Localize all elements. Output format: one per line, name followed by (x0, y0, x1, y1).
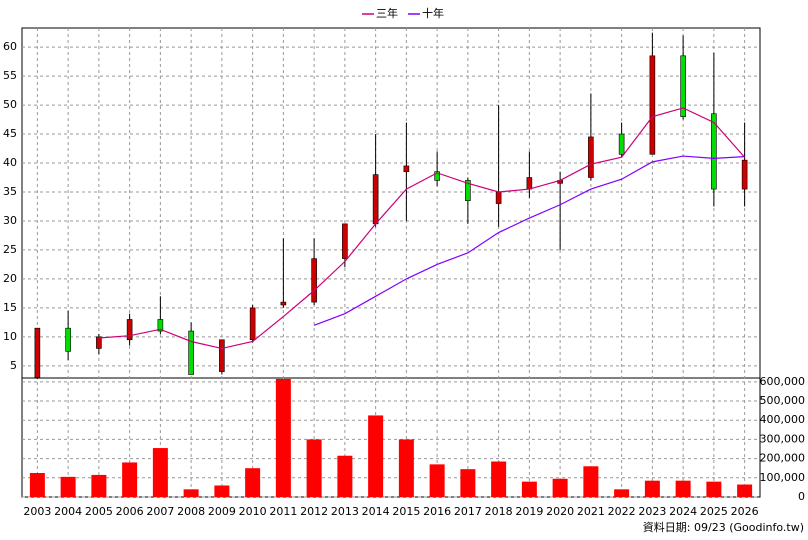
candle-body (311, 258, 317, 303)
x-tick-label: 2023 (638, 505, 666, 518)
x-tick-label: 2014 (362, 505, 390, 518)
candle-body (157, 319, 164, 332)
ma-line (98, 107, 746, 350)
volume-bar (368, 415, 384, 497)
x-tick-label: 2026 (731, 505, 759, 518)
candle-body (465, 180, 471, 201)
x-tick-label: 2016 (423, 505, 451, 518)
x-tick-label: 2017 (454, 505, 482, 518)
x-tick-label: 2024 (669, 505, 697, 518)
x-tick-label: 2005 (85, 505, 113, 518)
y-tick-label: 15 (3, 301, 17, 314)
volume-bar (675, 480, 691, 497)
x-tick-label: 2008 (177, 505, 205, 518)
candle-body (495, 191, 502, 204)
y-tick-label: 20 (3, 272, 17, 285)
x-tick-label: 2022 (608, 505, 636, 518)
volume-bar (644, 480, 660, 497)
volume-bar (429, 464, 445, 497)
x-tick-label: 2007 (146, 505, 174, 518)
candle-body (618, 133, 625, 155)
y-tick-label: 10 (3, 330, 17, 343)
y-tick-label: 35 (3, 185, 17, 198)
y-tick-label: 30 (3, 214, 17, 227)
x-tick-label: 2019 (515, 505, 543, 518)
y2-tick-label: 600,000 (760, 375, 806, 388)
x-tick-label: 2004 (54, 505, 82, 518)
y2-tick-label: 200,000 (760, 452, 806, 465)
y-tick-label: 5 (10, 359, 17, 372)
volume-bar (183, 489, 199, 497)
candle-body (96, 336, 102, 349)
volume-bar (152, 448, 168, 497)
x-tick-label: 2021 (577, 505, 605, 518)
x-tick-label: 2010 (239, 505, 267, 518)
volume-bar (706, 481, 722, 497)
volume-bar (583, 466, 599, 497)
candle-body (126, 319, 133, 341)
candle-body (711, 113, 717, 190)
volume-bar (614, 489, 630, 497)
y-tick-label: 45 (3, 127, 17, 140)
x-tick-label: 2012 (300, 505, 328, 518)
y-tick-label: 40 (3, 156, 17, 169)
candle-body (372, 174, 379, 225)
y-tick-label: 25 (3, 243, 17, 256)
volume-bar (60, 476, 76, 497)
x-tick-label: 2025 (700, 505, 728, 518)
candle-body (280, 301, 287, 306)
volume-bar (521, 481, 537, 497)
candle-body (403, 165, 410, 173)
x-tick-label: 2015 (392, 505, 420, 518)
x-tick-label: 2020 (546, 505, 574, 518)
volume-bar (737, 484, 753, 497)
footnote: 資料日期: 09/23 (Goodinfo.tw) (643, 520, 804, 534)
ma-line (313, 155, 745, 326)
y2-tick-label: 300,000 (760, 432, 806, 445)
y-tick-label: 55 (3, 69, 17, 82)
volume-bar (29, 473, 45, 497)
candle-body (249, 307, 256, 341)
volume-bar (398, 439, 414, 497)
volume-bar (306, 439, 322, 497)
volume-bar (552, 478, 568, 497)
legend-label: 十年 (422, 6, 444, 20)
candle-body (588, 136, 594, 178)
candle-body (434, 171, 440, 181)
y2-tick-label: 500,000 (760, 394, 806, 407)
candle-body (741, 159, 748, 190)
plot-frame (21, 27, 761, 498)
volume-bar (91, 474, 107, 497)
volume-bar (275, 378, 291, 497)
x-tick-label: 2013 (331, 505, 359, 518)
y-tick-label: 60 (3, 40, 17, 53)
y2-tick-label: 100,000 (760, 471, 806, 484)
candle-body (34, 327, 41, 378)
volume-bar (460, 469, 476, 497)
x-tick-label: 2018 (485, 505, 513, 518)
y-tick-label: 50 (3, 98, 17, 111)
candle-body (680, 55, 686, 117)
candle-body (526, 177, 533, 190)
y2-tick-label: 0 (798, 490, 805, 503)
candle-body (649, 55, 656, 155)
volume-bar (122, 462, 138, 497)
x-tick-label: 2009 (208, 505, 236, 518)
candle-body (65, 327, 71, 352)
x-tick-label: 2006 (116, 505, 144, 518)
legend-label: 三年 (376, 6, 398, 20)
y2-tick-label: 400,000 (760, 413, 806, 426)
volume-bar (337, 455, 353, 497)
volume-bar (491, 461, 507, 497)
x-tick-label: 2003 (23, 505, 51, 518)
candle-body (188, 330, 194, 375)
candle-body (219, 339, 225, 372)
candle-body (342, 223, 348, 259)
volume-bar (245, 468, 261, 497)
volume-bar (214, 485, 230, 497)
x-tick-label: 2011 (269, 505, 297, 518)
